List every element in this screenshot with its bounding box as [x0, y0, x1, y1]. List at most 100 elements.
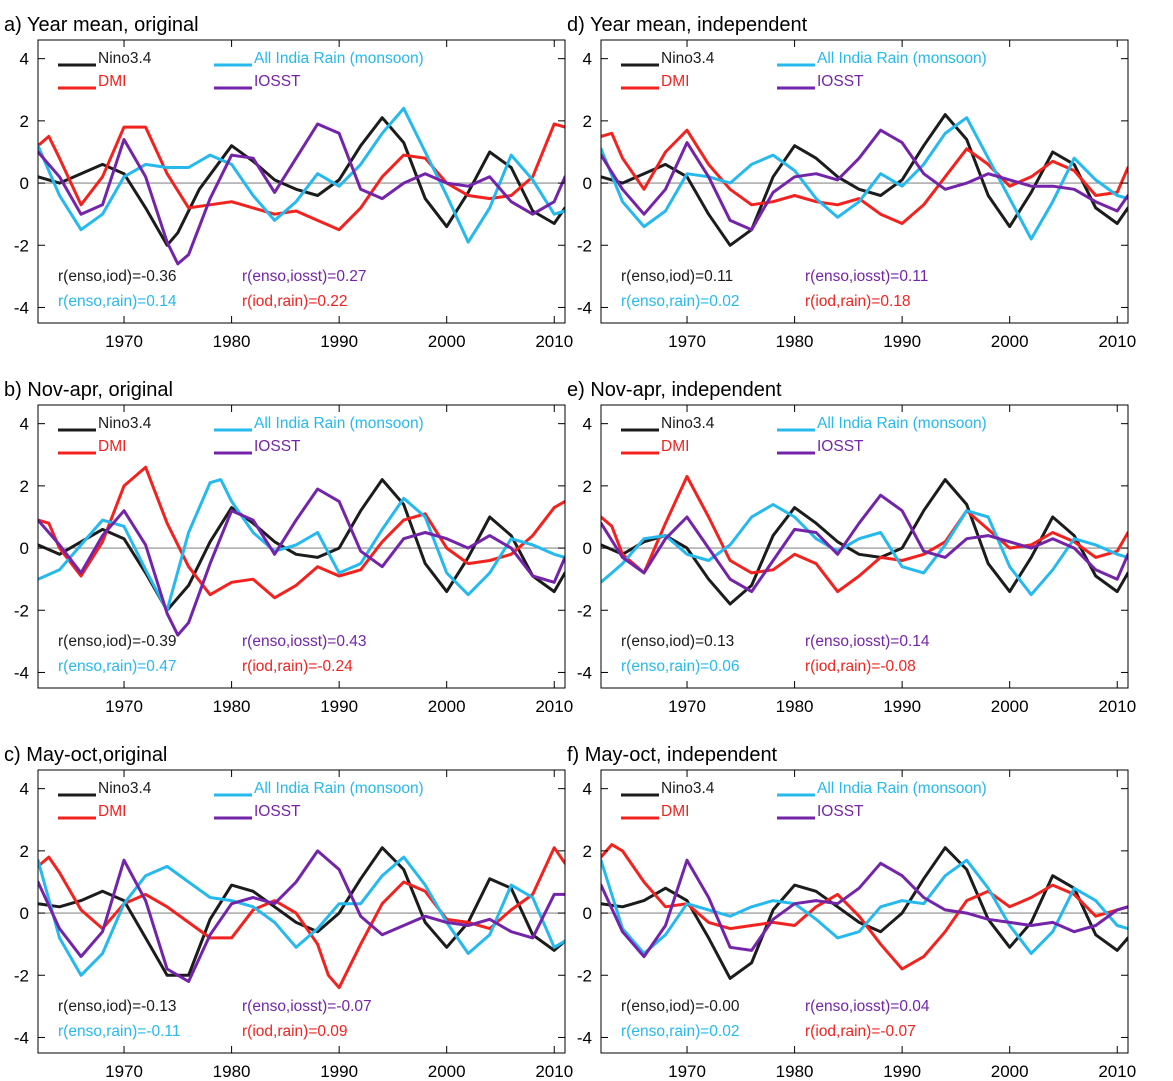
x-tick-label: 1970 — [105, 332, 143, 351]
legend-entry-rain: All India Rain (monsoon) — [777, 780, 987, 797]
stat-enso-iod: r(enso,iod)=0.11 — [621, 268, 733, 285]
y-tick-label: -4 — [577, 298, 592, 317]
legend-label-nino: Nino3.4 — [661, 780, 715, 797]
legend-entry-dmi: DMI — [58, 438, 126, 455]
stat-enso-iod: r(enso,iod)=-0.00 — [621, 998, 740, 1015]
legend-label-nino: Nino3.4 — [98, 415, 152, 432]
legend-entry-dmi: DMI — [58, 73, 126, 90]
x-tick-label: 1980 — [213, 332, 251, 351]
x-tick-label: 2000 — [428, 697, 466, 716]
series-line-dmi — [38, 122, 565, 232]
y-tick-label: 0 — [20, 174, 29, 193]
series-line-dmi — [601, 475, 1128, 594]
panel-title: c) May-oct,original — [4, 744, 167, 766]
y-tick-label: 0 — [20, 539, 29, 558]
series-line-nino — [601, 478, 1128, 606]
y-tick-label: -2 — [577, 966, 592, 985]
panels: a) Year mean, original -4 -2 0 2 4 1970 1980 199… — [4, 14, 1136, 1081]
legend-label-rain: All India Rain (monsoon) — [817, 415, 987, 432]
series-group — [38, 465, 565, 637]
x-tick-label: 1980 — [776, 1062, 814, 1081]
x-tick-label: 2000 — [428, 1062, 466, 1081]
y-tick-label: -2 — [14, 966, 29, 985]
legend-label-rain: All India Rain (monsoon) — [254, 415, 424, 432]
legend-label-iosst: IOSST — [817, 438, 864, 455]
series-line-iosst — [38, 487, 565, 637]
panel-title: a) Year mean, original — [4, 14, 199, 36]
y-tick-label: 2 — [583, 477, 592, 496]
stat-enso-iosst: r(enso,iosst)=0.43 — [242, 633, 367, 650]
legend-entry-rain: All India Rain (monsoon) — [214, 780, 424, 797]
legend-label-iosst: IOSST — [817, 73, 864, 90]
legend-label-rain: All India Rain (monsoon) — [254, 780, 424, 797]
legend-entry-nino: Nino3.4 — [58, 780, 152, 797]
x-tick-label: 1970 — [105, 1062, 143, 1081]
panel-title: f) May-oct, independent — [567, 744, 778, 766]
y-tick-label: -4 — [14, 298, 29, 317]
series-line-dmi — [601, 128, 1128, 225]
y-tick-label: -2 — [577, 601, 592, 620]
series-line-rain — [38, 478, 565, 612]
legend-label-dmi: DMI — [98, 438, 126, 455]
x-tick-label: 1970 — [668, 332, 706, 351]
series-line-dmi — [601, 843, 1128, 971]
panel-title: e) Nov-apr, independent — [567, 379, 782, 401]
legend-entry-iosst: IOSST — [777, 803, 864, 820]
y-tick-label: -4 — [14, 1028, 29, 1047]
chart-panel: a) Year mean, original -4 -2 0 2 4 1970 1980 199… — [4, 14, 573, 351]
plot-frame — [37, 39, 566, 324]
legend-entry-rain: All India Rain (monsoon) — [777, 415, 987, 432]
stat-enso-iod: r(enso,iod)=-0.39 — [58, 633, 176, 650]
y-tick-label: 2 — [583, 112, 592, 131]
y-tick-label: 2 — [20, 477, 29, 496]
series-line-iosst — [601, 858, 1128, 959]
legend-entry-rain: All India Rain (monsoon) — [777, 50, 987, 67]
y-tick-label: 0 — [583, 539, 592, 558]
panel-title: d) Year mean, independent — [567, 14, 808, 36]
legend-label-iosst: IOSST — [817, 803, 864, 820]
legend-entry-nino: Nino3.4 — [621, 415, 715, 432]
y-tick-label: -4 — [577, 663, 592, 682]
y-tick-label: 2 — [20, 842, 29, 861]
plot-frame — [600, 39, 1129, 324]
legend-entry-nino: Nino3.4 — [621, 780, 715, 797]
x-tick-label: 1980 — [213, 697, 251, 716]
plot-frame — [600, 769, 1129, 1054]
legend-entry-iosst: IOSST — [214, 73, 301, 90]
legend-label-nino: Nino3.4 — [98, 780, 152, 797]
series-line-dmi — [38, 846, 565, 990]
stat-enso-iod: r(enso,iod)=0.13 — [621, 633, 734, 650]
x-tick-label: 1980 — [213, 1062, 251, 1081]
y-tick-label: 4 — [20, 415, 29, 434]
series-group — [601, 475, 1128, 606]
legend-entry-rain: All India Rain (monsoon) — [214, 50, 424, 67]
legend-label-iosst: IOSST — [254, 73, 301, 90]
x-tick-label: 1970 — [105, 697, 143, 716]
x-tick-label: 1970 — [668, 1062, 706, 1081]
y-tick-label: 2 — [20, 112, 29, 131]
y-tick-label: -2 — [577, 236, 592, 255]
stat-enso-rain: r(enso,rain)=0.14 — [58, 293, 177, 310]
legend-entry-iosst: IOSST — [777, 438, 864, 455]
y-tick-label: -4 — [14, 663, 29, 682]
stat-enso-iod: r(enso,iod)=-0.13 — [58, 998, 176, 1015]
legend-entry-rain: All India Rain (monsoon) — [214, 415, 424, 432]
legend-entry-nino: Nino3.4 — [621, 50, 715, 67]
stat-iod-rain: r(iod,rain)=-0.07 — [805, 1023, 916, 1040]
series-line-nino — [38, 116, 565, 247]
legend-entry-dmi: DMI — [58, 803, 126, 820]
x-tick-label: 2010 — [535, 697, 573, 716]
plot-frame — [37, 769, 566, 1054]
stat-iod-rain: r(iod,rain)=0.09 — [242, 1023, 348, 1040]
legend-label-dmi: DMI — [661, 73, 689, 90]
legend-entry-iosst: IOSST — [214, 438, 301, 455]
series-line-iosst — [38, 849, 565, 983]
legend-entry-dmi: DMI — [621, 73, 689, 90]
series-line-nino — [601, 113, 1128, 247]
series-line-rain — [601, 503, 1128, 597]
x-tick-label: 1990 — [883, 332, 921, 351]
legend-entry-dmi: DMI — [621, 438, 689, 455]
series-group — [38, 106, 565, 266]
x-tick-label: 1980 — [776, 332, 814, 351]
legend-entry-iosst: IOSST — [777, 73, 864, 90]
